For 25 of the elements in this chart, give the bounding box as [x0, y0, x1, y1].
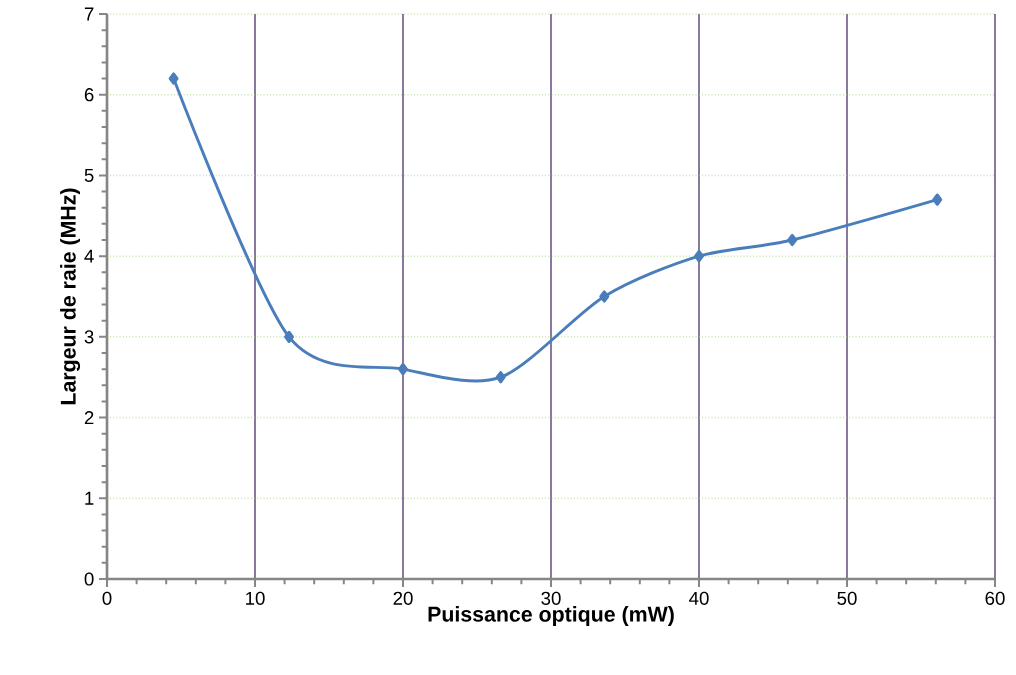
- y-tick-label: 4: [84, 249, 94, 263]
- y-tick-label: 6: [84, 88, 94, 102]
- x-tick-label: 40: [689, 591, 709, 605]
- point: [787, 233, 798, 247]
- y-tick-label: 7: [84, 7, 94, 21]
- x-tick-label: 0: [102, 591, 112, 605]
- y-tick-label: 0: [84, 572, 94, 586]
- point: [495, 371, 506, 384]
- x-axis-title: Puissance optique (mW): [428, 606, 674, 626]
- y-tick-label: 3: [84, 330, 94, 344]
- x-tick-label: 20: [393, 591, 413, 605]
- x-tick-label: 60: [985, 591, 1005, 605]
- x-tick-label: 10: [246, 591, 265, 605]
- y-axis-title: Largeur de raie (MHz): [60, 188, 81, 405]
- y-tick-label: 1: [85, 491, 94, 505]
- point: [599, 290, 610, 303]
- x-tick-label: 50: [837, 591, 857, 605]
- point: [694, 250, 704, 263]
- y-tick-label: 2: [84, 411, 94, 425]
- point: [932, 193, 943, 206]
- x-tick-label: 30: [541, 591, 561, 605]
- point: [398, 363, 408, 376]
- y-tick-label: 5: [84, 168, 94, 182]
- point: [168, 72, 179, 85]
- point: [284, 330, 295, 343]
